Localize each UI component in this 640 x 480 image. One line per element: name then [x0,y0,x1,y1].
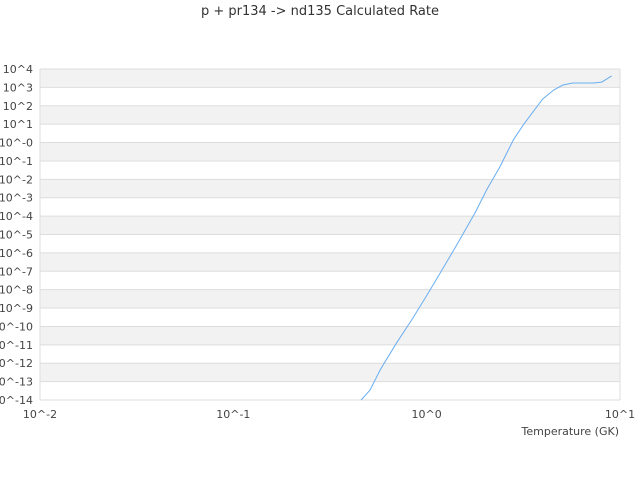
grid-bands [40,69,620,382]
x-tick-label: 10^-2 [23,408,57,421]
y-tick-label: 10^-13 [0,376,33,389]
y-tick-labels: 10^4 10^3 10^2 10^1 10^-0 10^-1 10^-2 10^-3 10^-… [0,63,33,407]
grid-band [40,179,620,198]
grid-band [40,69,620,88]
grid-band [40,363,620,382]
series-line [360,75,612,401]
y-tick-label: 10^-5 [0,229,33,242]
grid-band [40,252,620,272]
y-tick-label: 10^3 [3,81,33,94]
x-tick-label: 10^0 [412,408,442,421]
y-tick-label: 10^-1 [0,155,33,168]
chart-title: p + pr134 -> nd135 Calculated Rate [200,4,439,19]
gridlines [39,68,621,401]
y-tick-label: 10^-14 [0,394,33,407]
grid-band [40,142,620,161]
grid-band [40,105,620,125]
y-tick-label: 10^-8 [0,284,33,297]
y-tick-label: 10^-3 [0,192,33,205]
y-tick-label: 10^-7 [0,265,33,278]
y-tick-label: 10^1 [3,118,33,131]
grid-band [40,326,620,345]
x-tick-label: 10^-1 [216,408,250,421]
grid-band [40,216,620,235]
y-tick-label: 10^-9 [0,302,33,315]
x-tick-label: 10^1 [605,408,635,421]
x-tick-labels: 10^-2 10^-1 10^0 10^1 [23,408,635,421]
grid-band [40,289,620,309]
series-lines [360,75,612,401]
y-tick-label: 10^-12 [0,357,33,370]
y-tick-label: 10^-4 [0,210,33,223]
y-tick-label: 10^-2 [0,173,33,186]
y-tick-label: 10^-6 [0,247,33,260]
y-tick-label: 10^-0 [0,137,33,150]
y-tick-label: 10^2 [3,100,33,113]
y-tick-label: 10^-10 [0,320,33,333]
y-tick-label: 10^4 [3,63,33,76]
y-tick-label: 10^-11 [0,339,33,352]
x-axis-label: Temperature (GK) [521,425,620,438]
